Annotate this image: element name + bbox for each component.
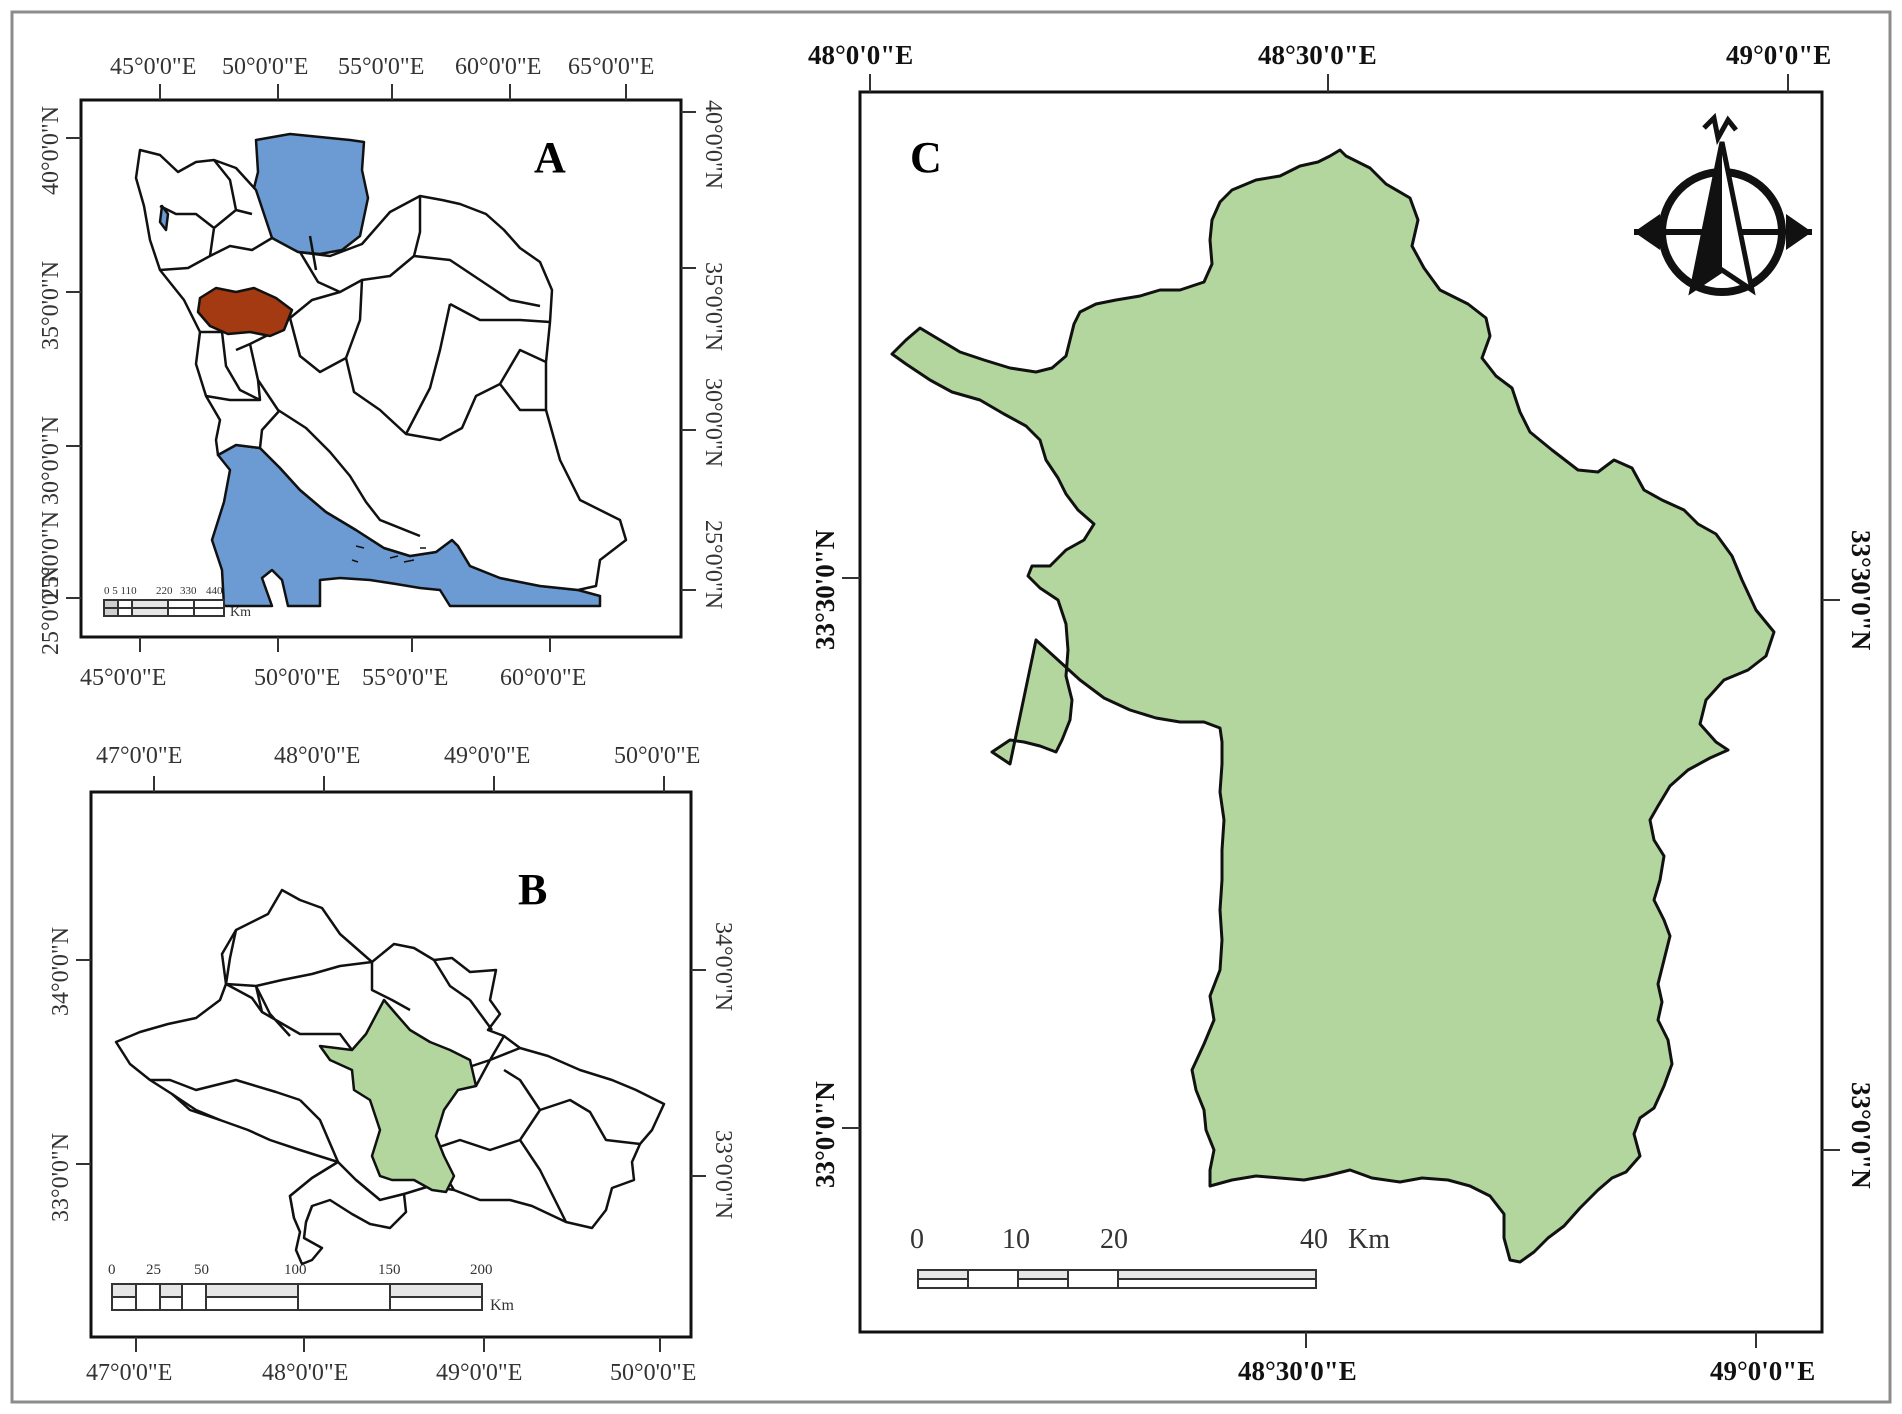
panel-c-bottom-ticks: 48°30'0"E 49°0'0"E xyxy=(1238,1356,1815,1386)
panel-c-label: C xyxy=(910,133,942,182)
tick-label: 30°0'0"N xyxy=(38,416,64,505)
scale-label: 100 xyxy=(284,1262,307,1278)
tick-label: 50°0'0"E xyxy=(610,1360,696,1386)
panel-b-left-ticks: 34°0'0"N 33°0'0"N xyxy=(48,927,74,1222)
panel-a-scale-bar: 0 5 110 220 330 440 Km xyxy=(103,585,251,620)
panel-a-right-ticks: 40°0'0"N 35°0'0"N 30°0'0"N 25°0'0"N xyxy=(700,100,726,609)
tick-label: 25°0'0"N xyxy=(38,511,64,600)
tick-label: 48°0'0"E xyxy=(808,40,913,70)
scale-unit: Km xyxy=(230,605,251,620)
scale-unit: Km xyxy=(490,1297,515,1314)
tick-label: 55°0'0"E xyxy=(362,665,448,691)
tick-label: 50°0'0"E xyxy=(222,54,308,80)
study-area xyxy=(890,148,1776,1264)
panel-a-top-ticks: 45°0'0"E 50°0'0"E 55°0'0"E 60°0'0"E 65°0… xyxy=(110,54,654,80)
scale-label: 0 xyxy=(108,1262,116,1278)
islands xyxy=(351,545,426,563)
tick-label: 35°0'0"N xyxy=(700,262,726,351)
tick-label: 45°0'0"E xyxy=(80,665,166,691)
tick-label: 33°30'0"N xyxy=(810,529,840,650)
tick-label: 30°0'0"N xyxy=(700,378,726,467)
tick-label: 47°0'0"E xyxy=(86,1360,172,1386)
tick-label: 50°0'0"E xyxy=(254,665,340,691)
scale-label: 10 xyxy=(1002,1224,1030,1255)
iran-map xyxy=(134,132,628,608)
tick-label: 49°0'0"E xyxy=(1726,40,1831,70)
panel-b-bottom-ticks: 47°0'0"E 48°0'0"E 49°0'0"E 50°0'0"E xyxy=(86,1360,696,1386)
scale-label: 330 xyxy=(180,585,197,597)
tick-label: 49°0'0"E xyxy=(1710,1356,1815,1386)
lorestan-province xyxy=(196,286,294,338)
panel-b-scale-bar: 0 25 50 100 150 200 Km xyxy=(108,1262,515,1314)
tick-label: 25°0'0"N xyxy=(700,520,726,609)
scale-label: 150 xyxy=(378,1262,401,1278)
tick-label: 47°0'0"E xyxy=(96,743,182,769)
panel-a-label: A xyxy=(534,133,566,182)
tick-label: 60°0'0"E xyxy=(500,665,586,691)
panel-c-right-ticks: 33°30'0"N 33°0'0"N xyxy=(1846,530,1876,1189)
panel-a-left-ticks: 40°0'0"N 35°0'0"N 30°0'0"N 25°0'0"N 25°0… xyxy=(38,106,64,655)
tick-label: 55°0'0"E xyxy=(338,54,424,80)
tick-label: 33°30'0"N xyxy=(1846,530,1876,651)
tick-label: 49°0'0"E xyxy=(436,1360,522,1386)
scale-label: 0 xyxy=(910,1224,924,1255)
scale-unit: Km xyxy=(1348,1224,1390,1255)
lorestan-southern-tail xyxy=(288,1160,408,1266)
tick-label: 33°0'0"N xyxy=(810,1081,840,1188)
scale-label: 200 xyxy=(470,1262,493,1278)
tick-label: 48°0'0"E xyxy=(262,1360,348,1386)
tick-label: 33°0'0"N xyxy=(48,1133,74,1222)
tick-label: 35°0'0"N xyxy=(38,261,64,350)
lake-urmia xyxy=(158,204,170,232)
tick-label: 34°0'0"N xyxy=(48,927,74,1016)
scale-label: 440 xyxy=(206,585,223,597)
panel-b-right-ticks: 34°0'0"N 33°0'0"N xyxy=(710,922,736,1219)
tick-label: 33°0'0"N xyxy=(1846,1082,1876,1189)
panel-a: 45°0'0"E 50°0'0"E 55°0'0"E 60°0'0"E 65°0… xyxy=(38,54,726,691)
panel-b-label: B xyxy=(518,865,547,914)
tick-label: 45°0'0"E xyxy=(110,54,196,80)
tick-label: 40°0'0"N xyxy=(700,100,726,189)
scale-label: 25 xyxy=(146,1262,161,1278)
tick-label: 33°0'0"N xyxy=(710,1130,736,1219)
panel-b-top-ticks: 47°0'0"E 48°0'0"E 49°0'0"E 50°0'0"E xyxy=(96,743,700,769)
tick-label: 65°0'0"E xyxy=(568,54,654,80)
scale-label: 40 xyxy=(1300,1224,1328,1255)
tick-label: 48°0'0"E xyxy=(274,743,360,769)
scale-label: 220 xyxy=(156,585,173,597)
panel-c-scale-bar: 0 10 20 40 Km xyxy=(910,1224,1390,1289)
scale-label: 20 xyxy=(1100,1224,1128,1255)
iran-outline xyxy=(134,148,628,592)
tick-label: 40°0'0"N xyxy=(38,106,64,195)
tick-label: 48°30'0"E xyxy=(1238,1356,1357,1386)
compass-north-arrow-icon xyxy=(1634,112,1812,296)
tick-label: 60°0'0"E xyxy=(455,54,541,80)
tick-label: 49°0'0"E xyxy=(444,743,530,769)
tick-label: 50°0'0"E xyxy=(614,743,700,769)
scale-label: 0 5 110 xyxy=(104,585,137,597)
panel-a-bottom-ticks: 45°0'0"E 50°0'0"E 55°0'0"E 60°0'0"E xyxy=(80,665,586,691)
tick-label: 25°0'0"N xyxy=(38,566,64,655)
lorestan-map xyxy=(114,888,666,1266)
panel-c: 48°0'0"E 48°30'0"E 49°0'0"E 48°30'0"E 49… xyxy=(808,40,1876,1386)
scale-label: 50 xyxy=(194,1262,209,1278)
tick-label: 48°30'0"E xyxy=(1258,40,1377,70)
panel-c-left-ticks: 33°30'0"N 33°0'0"N xyxy=(810,529,840,1188)
khorramabad-county xyxy=(318,998,478,1194)
panel-c-top-ticks: 48°0'0"E 48°30'0"E 49°0'0"E xyxy=(808,40,1831,70)
panel-b: 47°0'0"E 48°0'0"E 49°0'0"E 50°0'0"E 47°0… xyxy=(48,743,736,1386)
tick-label: 34°0'0"N xyxy=(710,922,736,1011)
